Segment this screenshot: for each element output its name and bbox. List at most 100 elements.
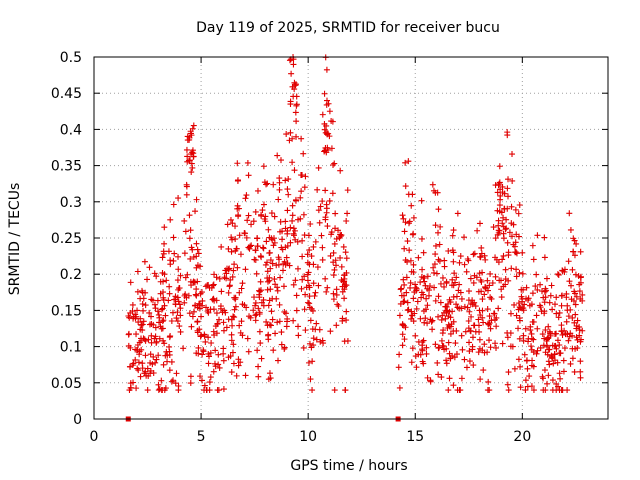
data-point [419, 358, 426, 365]
data-point [333, 286, 340, 293]
data-point [258, 212, 265, 219]
data-point [470, 279, 477, 286]
data-point [435, 256, 442, 263]
data-point [264, 278, 271, 285]
data-point [215, 361, 222, 368]
data-point [481, 341, 488, 348]
data-point [525, 338, 532, 345]
data-point [260, 302, 267, 309]
data-point [508, 265, 515, 272]
data-point [456, 387, 463, 394]
data-point [150, 353, 157, 360]
data-point [250, 218, 257, 225]
data-point [437, 223, 444, 230]
data-point [244, 159, 251, 166]
data-point [446, 375, 453, 382]
data-point [146, 264, 153, 271]
data-point [319, 244, 326, 251]
data-point [445, 339, 452, 346]
data-point [170, 201, 177, 208]
data-point [461, 234, 468, 241]
data-point [284, 230, 291, 237]
data-point [515, 356, 522, 363]
data-point [510, 221, 517, 228]
data-point [571, 252, 578, 259]
data-point [417, 315, 424, 322]
data-point [304, 299, 311, 306]
data-point [516, 303, 523, 310]
data-point [546, 361, 553, 368]
data-point [556, 309, 563, 316]
data-point [437, 299, 444, 306]
data-point [213, 297, 220, 304]
data-point [465, 288, 472, 295]
data-point [465, 317, 472, 324]
data-point [512, 239, 519, 246]
data-point [495, 305, 502, 312]
data-point [280, 267, 287, 274]
data-point [258, 355, 265, 362]
data-point [461, 261, 468, 268]
data-point [266, 249, 273, 256]
data-point [162, 385, 169, 392]
data-point [306, 340, 313, 347]
data-point [477, 376, 484, 383]
data-point [158, 377, 165, 384]
data-point [264, 286, 271, 293]
data-point [252, 247, 259, 254]
data-point [430, 269, 437, 276]
data-point [418, 235, 425, 242]
data-point [229, 220, 236, 227]
data-point [151, 335, 158, 342]
data-point [292, 109, 299, 116]
data-point [195, 300, 202, 307]
data-point [541, 234, 548, 241]
data-point [314, 186, 321, 193]
data-point [213, 310, 220, 317]
data-point [298, 285, 305, 292]
data-point [217, 303, 224, 310]
data-point [166, 334, 173, 341]
data-point [230, 360, 237, 367]
data-point [343, 255, 350, 262]
data-point [556, 387, 563, 394]
data-point [480, 319, 487, 326]
data-point [133, 385, 140, 392]
data-point [496, 202, 503, 209]
data-point [522, 377, 529, 384]
data-point [515, 210, 522, 217]
data-point [245, 348, 252, 355]
data-point [148, 332, 155, 339]
data-point [569, 332, 576, 339]
data-point [212, 323, 219, 330]
data-point [216, 275, 223, 282]
data-point [281, 344, 288, 351]
data-point [285, 191, 292, 198]
data-point [417, 279, 424, 286]
data-point [540, 342, 547, 349]
data-point [228, 234, 235, 241]
data-point [413, 364, 420, 371]
data-point [533, 350, 540, 357]
data-point [420, 249, 427, 256]
data-point [470, 251, 477, 258]
data-point [412, 353, 419, 360]
data-point [277, 274, 284, 281]
data-point [432, 222, 439, 229]
data-point [187, 380, 194, 387]
data-point [492, 273, 499, 280]
data-point [401, 336, 408, 343]
data-point [135, 359, 142, 366]
data-point [540, 387, 547, 394]
data-point [511, 243, 518, 250]
data-point [271, 213, 278, 220]
data-point [466, 348, 473, 355]
y-tick-label: 0.5 [60, 50, 82, 66]
data-point [155, 387, 162, 394]
data-point [516, 315, 523, 322]
data-point [162, 352, 169, 359]
data-point [152, 359, 159, 366]
data-point [540, 375, 547, 382]
data-point [553, 310, 560, 317]
data-point [283, 254, 290, 261]
